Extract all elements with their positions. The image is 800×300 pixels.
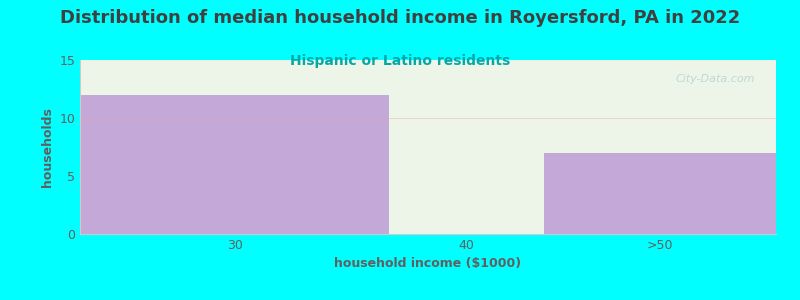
Bar <box>80 95 390 234</box>
Text: City-Data.com: City-Data.com <box>676 74 755 84</box>
Bar <box>544 153 776 234</box>
Text: Hispanic or Latino residents: Hispanic or Latino residents <box>290 54 510 68</box>
Text: Distribution of median household income in Royersford, PA in 2022: Distribution of median household income … <box>60 9 740 27</box>
X-axis label: household income ($1000): household income ($1000) <box>334 257 522 270</box>
Y-axis label: households: households <box>41 107 54 187</box>
